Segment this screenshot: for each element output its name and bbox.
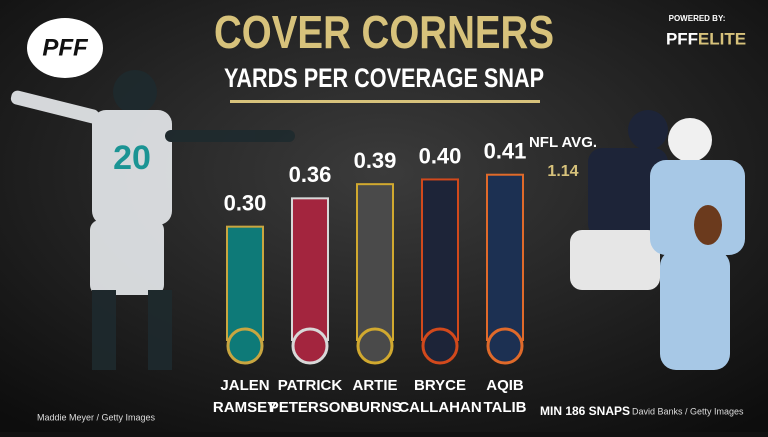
photo-credit: David Banks / Getty Images [632,406,744,416]
photo-credit: Maddie Meyer / Getty Images [37,412,156,422]
nfl-avg-label: NFL AVG. [529,134,597,151]
powered-brand: PFF [666,29,698,48]
x-tick-label: TALIB [483,399,526,416]
team-logo [356,327,394,365]
subtitle-rule [230,100,540,103]
bar [486,173,524,341]
note: MIN 186 SNAPS [540,404,630,418]
bar [226,225,264,342]
logo-badge [27,18,103,78]
team-logo [421,327,459,365]
players-right [570,110,745,370]
bar [291,197,329,341]
x-tick-label: PATRICK [278,377,343,394]
powered-by: POWERED BY: [669,14,726,23]
x-tick-label: BURNS [348,399,401,416]
x-tick-label: ARTIE [353,377,398,394]
powered-brand-accent: ELITE [698,29,746,48]
x-tick-label: BRYCE [414,377,466,394]
bar [356,183,394,341]
team-logo [291,327,329,365]
chart-title: COVER CORNERS [214,6,554,58]
nfl-avg-value: 1.14 [547,163,578,180]
bar [421,178,459,341]
x-tick-label: AQIB [486,377,524,394]
x-tick-label: RAMSEY [213,399,277,416]
chart-subtitle: YARDS PER COVERAGE SNAP [224,63,544,93]
team-logo [486,327,524,365]
player-left: 20 [10,70,295,370]
value-label: 0.30 [224,190,267,215]
value-label: 0.40 [419,143,462,168]
x-tick-label: PETERSON [269,399,352,416]
value-label: 0.41 [484,139,527,164]
value-label: 0.36 [289,162,332,187]
x-tick-label: CALLAHAN [398,399,481,416]
logo: PFF [42,34,89,61]
team-logo [226,327,264,365]
x-tick-label: JALEN [220,377,269,394]
svg-text:20: 20 [113,139,151,177]
value-label: 0.39 [354,148,397,173]
